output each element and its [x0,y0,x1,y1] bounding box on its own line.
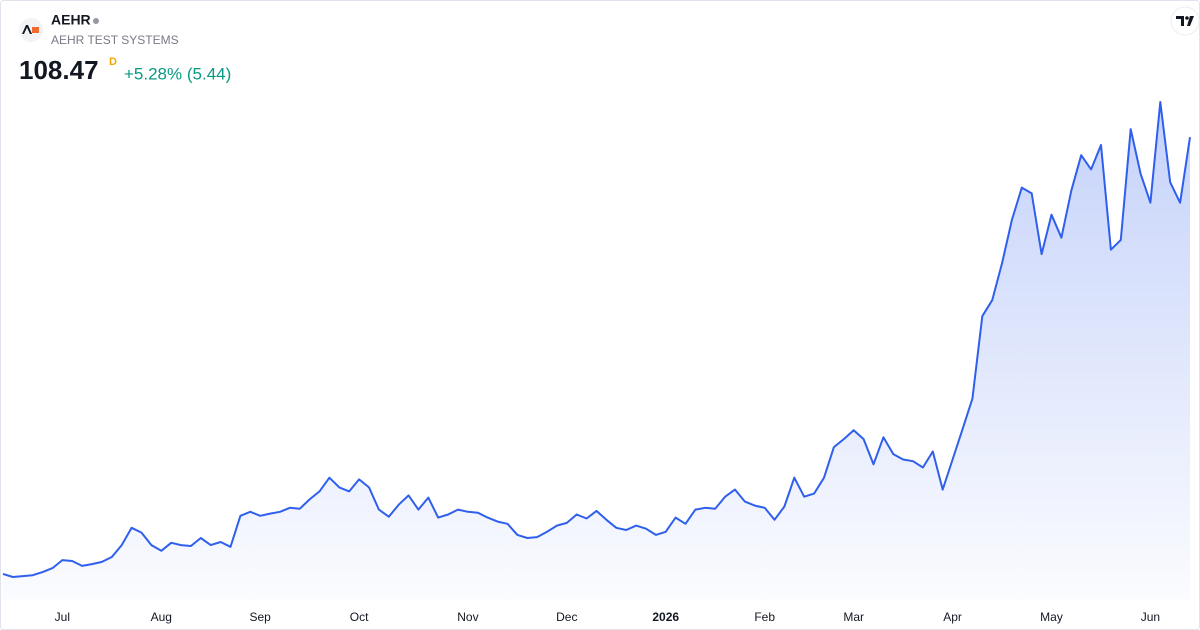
interval: D [109,56,117,68]
x-tick-label: Oct [350,610,369,624]
price: 108.47 [19,55,99,85]
x-tick-label: Jun [1141,610,1160,624]
x-tick-label: Apr [943,610,962,624]
x-tick-label: Jul [55,610,70,624]
x-tick-label: May [1040,610,1063,624]
x-tick-label: Aug [151,610,172,624]
tv-logo[interactable] [1170,6,1200,36]
symbol: AEHR [51,12,91,28]
status-dot [93,18,99,24]
area-fill [3,102,1190,600]
price-line [2,101,1191,578]
x-tick-label: Mar [843,610,864,624]
change: +5.28% (5.44) [124,64,231,83]
plot-area [2,101,1191,600]
x-tick-label: Feb [754,610,775,624]
x-tick-label: Dec [556,610,577,624]
logo [19,18,43,42]
x-tick-label: 2026 [652,610,679,624]
x-tick-label: Nov [457,610,478,624]
company-name: AEHR TEST SYSTEMS [51,33,179,47]
x-tick-label: Sep [250,610,272,624]
